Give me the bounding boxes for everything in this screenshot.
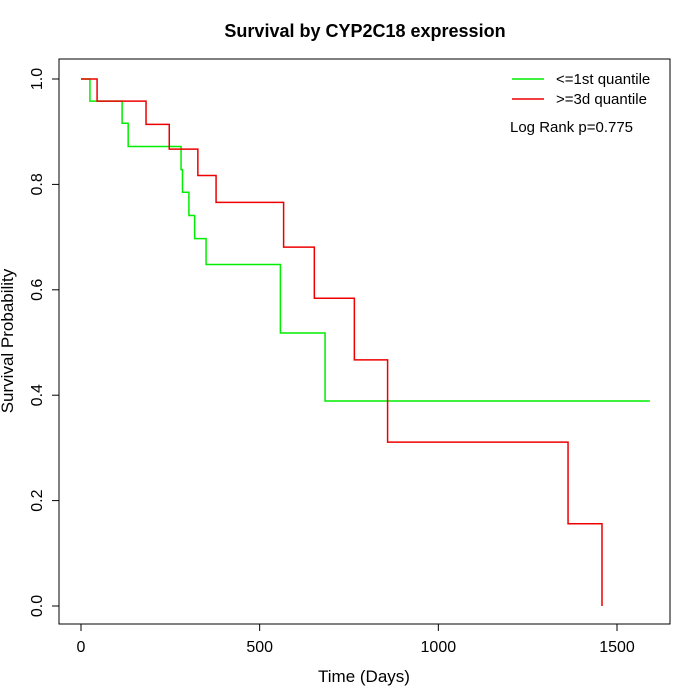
legend: <=1st quantile >=3d quantile: [512, 71, 650, 108]
x-tick-label: 0: [77, 639, 86, 656]
survival-curve-high: [81, 78, 603, 606]
legend-label-high: >=3d quantile: [556, 91, 647, 108]
chart-title: Survival by CYP2C18 expression: [224, 21, 505, 41]
y-tick-label: 0.8: [29, 173, 46, 195]
y-tick-label: 0.4: [29, 384, 46, 406]
y-tick-label: 1.0: [29, 68, 46, 90]
x-tick-label: 500: [246, 639, 273, 656]
x-axis-label: Time (Days): [318, 667, 410, 686]
y-tick-label: 0.6: [29, 279, 46, 301]
x-axis: 0 500 1000 1500: [77, 624, 635, 656]
y-tick-label: 0.0: [29, 595, 46, 617]
y-tick-label: 0.2: [29, 489, 46, 511]
legend-label-low: <=1st quantile: [556, 71, 650, 88]
survival-curves: [81, 78, 650, 606]
x-tick-label: 1500: [599, 639, 635, 656]
plot-frame: [58, 58, 671, 625]
log-rank-annotation: Log Rank p=0.775: [510, 119, 633, 136]
y-axis: 0.0 0.2 0.4 0.6 0.8 1.0: [29, 68, 59, 617]
x-tick-label: 1000: [421, 639, 457, 656]
y-axis-label: Survival Probability: [0, 268, 17, 413]
survival-curve-low: [81, 78, 650, 402]
